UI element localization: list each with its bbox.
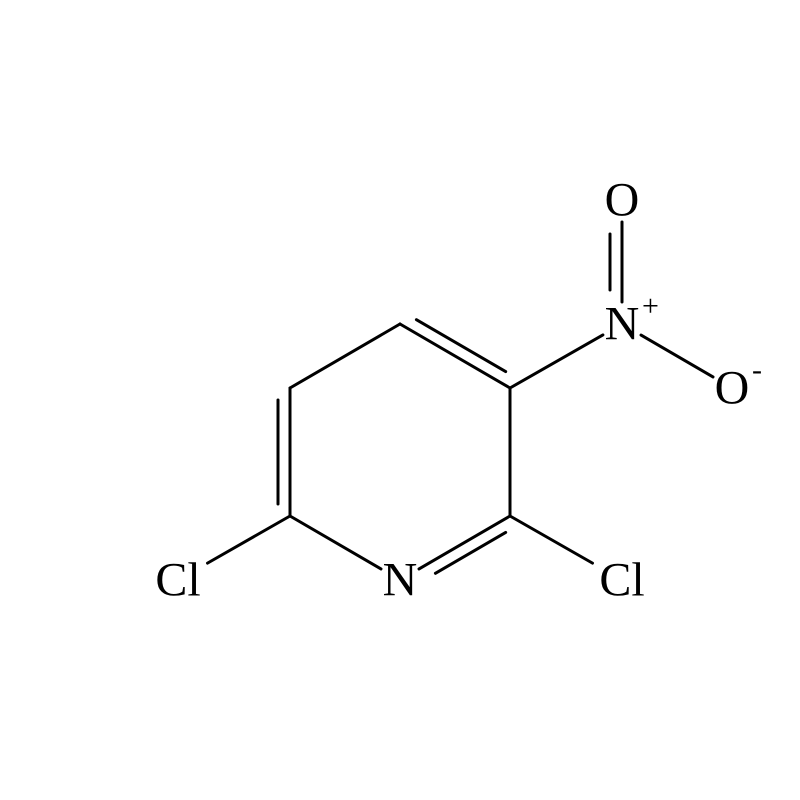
bonds-group [208,222,713,573]
atom-label-cl: Cl [155,554,200,607]
bond [290,324,400,388]
bond [641,335,713,377]
chemical-structure-diagram: NClClN+OO- [0,0,800,800]
bond [510,516,592,563]
bond [290,516,381,569]
atom-label-o: O [605,174,640,227]
bond [510,335,603,388]
bond [419,516,510,569]
atom-label-n: N [605,298,640,351]
atom-label-cl: Cl [599,554,644,607]
atom-label-o: O [715,362,750,415]
atom-label-n: N [383,554,418,607]
charge-label: - [752,354,762,387]
charge-label: + [642,290,659,323]
bond-inner [416,320,505,372]
bond [208,516,290,563]
bond [400,324,510,388]
